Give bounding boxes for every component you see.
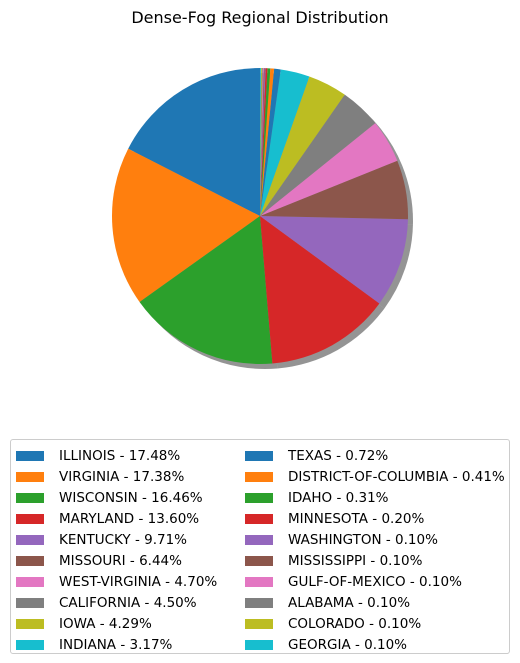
pie-chart — [111, 67, 413, 370]
legend-swatch — [245, 577, 273, 587]
pie-slice-kentucky — [260, 216, 408, 304]
pie-slice-georgia — [260, 67, 261, 216]
legend-swatch — [245, 556, 273, 566]
pie-slice-colorado — [260, 68, 262, 216]
legend-swatch — [245, 619, 273, 629]
legend-swatch — [16, 493, 44, 503]
pie-slice-missouri — [260, 160, 408, 220]
pie-slice-california — [260, 94, 376, 216]
legend-label: INDIANA - 3.17% — [59, 637, 173, 653]
legend-swatch — [245, 472, 273, 482]
legend-label: WASHINGTON - 0.10% — [288, 532, 438, 548]
legend-label: IOWA - 4.29% — [59, 616, 152, 632]
chart-title: Dense-Fog Regional Distribution — [131, 8, 389, 27]
pie-slice-gulf-of-mexico — [260, 68, 264, 216]
legend-swatch — [16, 640, 44, 650]
legend-swatch — [16, 472, 44, 482]
pie-slice-wisconsin — [139, 216, 273, 365]
legend-swatch — [16, 535, 44, 545]
legend-swatch — [245, 451, 273, 461]
pie-slice-maryland — [260, 216, 380, 364]
legend-label: GEORGIA - 0.10% — [288, 637, 408, 653]
legend-label: MISSOURI - 6.44% — [59, 553, 182, 569]
legend-swatch — [245, 598, 273, 608]
legend-label: VIRGINIA - 17.38% — [59, 469, 185, 485]
pie-slice-minnesota — [260, 68, 268, 216]
legend: ILLINOIS - 17.48% VIRGINIA - 17.38% WISCON… — [10, 439, 510, 654]
legend-label: MISSISSIPPI - 0.10% — [288, 553, 423, 569]
legend-swatch — [245, 493, 273, 503]
pie-slice-mississippi — [260, 68, 265, 216]
legend-label: ALABAMA - 0.10% — [288, 595, 411, 611]
pie-slice-idaho — [260, 68, 271, 216]
legend-label: GULF-OF-MEXICO - 0.10% — [288, 574, 462, 590]
legend-label: MARYLAND - 13.60% — [59, 511, 200, 527]
legend-swatch — [16, 451, 44, 461]
pie-slice-iowa — [260, 76, 345, 216]
pie-slice-alabama — [260, 68, 263, 216]
legend-swatch — [16, 598, 44, 608]
pie-slice-district-of-columbia — [260, 68, 275, 216]
legend-label: DISTRICT-OF-COLUMBIA - 0.41% — [288, 469, 505, 485]
legend-label: WISCONSIN - 16.46% — [59, 490, 203, 506]
legend-label: KENTUCKY - 9.71% — [59, 532, 187, 548]
legend-label: TEXAS - 0.72% — [288, 448, 389, 464]
legend-label: IDAHO - 0.31% — [288, 490, 389, 506]
legend-label: MINNESOTA - 0.20% — [288, 511, 425, 527]
pie-slice-indiana — [260, 69, 310, 217]
legend-label: ILLINOIS - 17.48% — [59, 448, 181, 464]
pie-slice-layer — [111, 67, 408, 365]
legend-swatch — [16, 619, 44, 629]
pie-slice-washington — [260, 68, 266, 216]
legend-label: CALIFORNIA - 4.50% — [59, 595, 197, 611]
pie-slice-virginia — [111, 148, 261, 303]
legend-swatch — [16, 514, 44, 524]
pie-slice-texas — [260, 68, 281, 216]
legend-label: COLORADO - 0.10% — [288, 616, 422, 632]
legend-swatch — [16, 577, 44, 587]
legend-swatch — [16, 556, 44, 566]
legend-label: WEST-VIRGINIA - 4.70% — [59, 574, 218, 590]
legend-swatch — [245, 640, 273, 650]
pie-slice-illinois — [128, 67, 260, 216]
legend-swatch — [245, 514, 273, 524]
pie-slice-west-virginia — [260, 123, 398, 216]
legend-swatch — [245, 535, 273, 545]
